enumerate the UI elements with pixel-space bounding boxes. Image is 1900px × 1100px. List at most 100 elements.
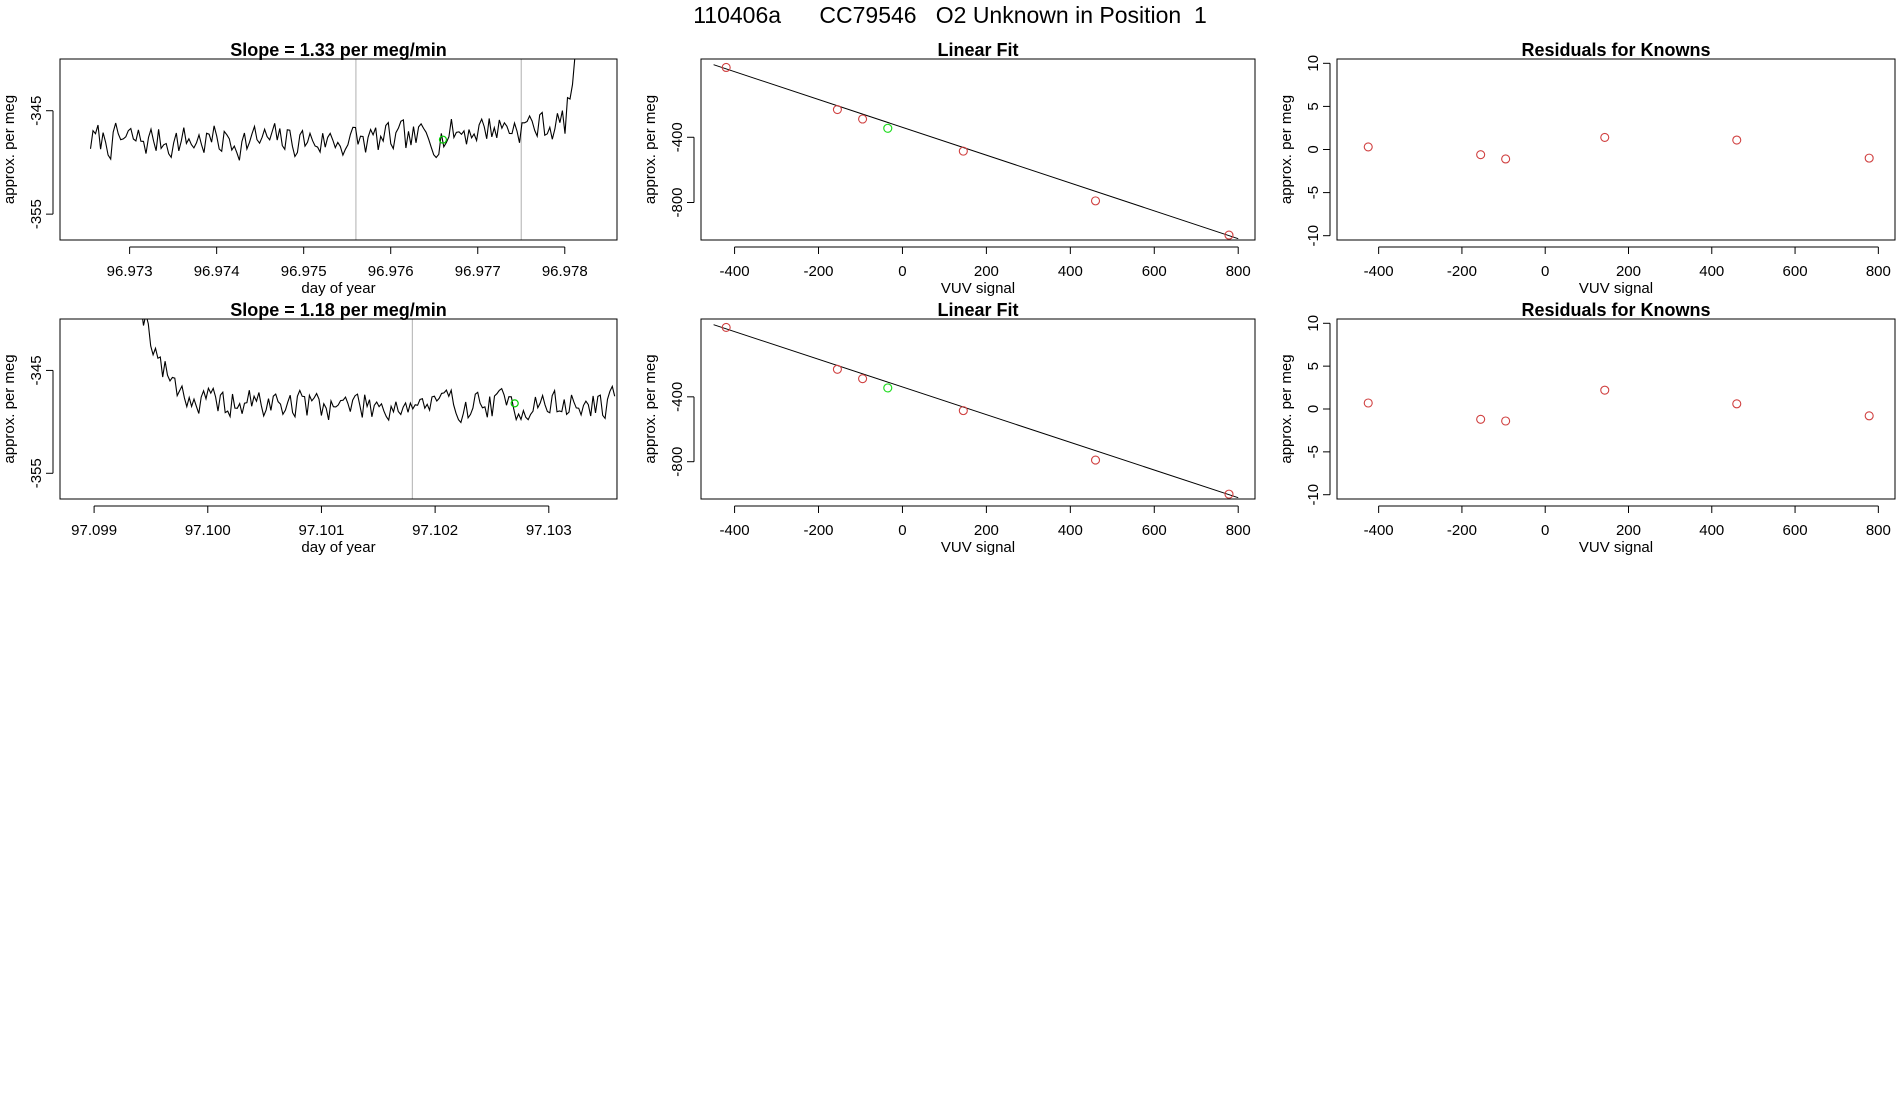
plot-frame (59, 318, 618, 500)
data-point (1476, 150, 1486, 160)
y-tick-label: -5 (1305, 445, 1322, 458)
x-tick-label: 800 (1866, 522, 1891, 539)
data-point (1600, 385, 1610, 395)
plot-area (713, 62, 1239, 240)
y-tick-label: -355 (28, 199, 45, 229)
x-tick-label: 0 (1541, 522, 1549, 539)
data-point (858, 374, 868, 384)
plot-frame (1336, 318, 1896, 500)
x-tick-label: 800 (1226, 263, 1251, 280)
x-tick-label: 96.974 (194, 263, 240, 280)
y-tick-label: 0 (1305, 145, 1322, 153)
data-point (1090, 196, 1101, 206)
x-tick-label: 800 (1866, 263, 1891, 280)
y-tick-label: -800 (669, 187, 686, 217)
data-point (1600, 132, 1610, 142)
y-axis-label: approx. per meg (1278, 354, 1295, 463)
x-tick-label: 97.099 (71, 522, 117, 539)
y-tick-label: -400 (669, 382, 686, 412)
x-tick-label: 0 (898, 522, 906, 539)
y-tick-label: -355 (28, 458, 45, 488)
x-tick-label: 0 (898, 263, 906, 280)
y-tick-label: -345 (28, 96, 45, 126)
x-axis: -400 -200 0 200 400 600 800 (720, 246, 1251, 280)
x-axis: 96.973 96.974 96.975 96.976 96.977 96.978 (107, 246, 588, 280)
y-tick-label: -10 (1305, 484, 1322, 506)
x-tick-label: 96.978 (542, 263, 588, 280)
unknown-marker (438, 135, 448, 144)
x-axis-label: VUV signal (941, 539, 1015, 556)
plot-frame (700, 318, 1256, 500)
x-tick-label: -200 (803, 522, 833, 539)
x-axis: -400 -200 0 200 400 600 800 (1364, 246, 1891, 280)
chart-title: Slope = 1.33 per meg/min (230, 40, 447, 60)
series-line (142, 319, 616, 424)
x-axis-label: VUV signal (1579, 280, 1653, 297)
fit-line (713, 64, 1239, 240)
y-axis: 10 5 0 -5 -10 (1305, 315, 1331, 506)
chart-ts1: Slope = 1.33 per meg/min day of year appro… (1, 40, 618, 297)
data-point (1864, 411, 1874, 421)
x-tick-label: -400 (1364, 263, 1394, 280)
data-point (1732, 399, 1742, 409)
x-tick-label: 0 (1541, 263, 1549, 280)
y-tick-label: 5 (1305, 362, 1322, 370)
x-tick-label: 600 (1142, 263, 1167, 280)
y-axis-label: approx. per meg (1, 354, 18, 463)
series-line (89, 59, 576, 161)
x-tick-label: -200 (1447, 522, 1477, 539)
y-tick-label: -345 (28, 355, 45, 385)
y-axis-label: approx. per meg (1278, 95, 1295, 204)
figure-title: 110406a CC79546 O2 Unknown in Position 1 (693, 2, 1207, 28)
y-axis-label: approx. per meg (642, 354, 659, 463)
unknown-marker (510, 399, 519, 408)
data-point (1501, 416, 1511, 426)
x-axis: -400 -200 0 200 400 600 800 (720, 505, 1251, 539)
x-tick-label: 400 (1699, 263, 1724, 280)
x-axis-label: day of year (301, 539, 375, 556)
data-point (721, 62, 731, 73)
x-tick-label: 600 (1783, 263, 1808, 280)
x-axis: -400 -200 0 200 400 600 800 (1364, 505, 1891, 539)
x-axis: 97.099 97.100 97.101 97.102 97.103 (71, 505, 572, 539)
x-tick-label: 400 (1058, 263, 1083, 280)
x-tick-label: 200 (1616, 263, 1641, 280)
data-point (832, 364, 842, 374)
plot-frame (700, 58, 1256, 241)
plot-area (1363, 385, 1874, 426)
chart-title: Residuals for Knowns (1521, 300, 1710, 320)
data-point (958, 146, 968, 156)
y-tick-label: 0 (1305, 405, 1322, 413)
plot-frame (1336, 58, 1896, 241)
x-tick-label: 97.102 (412, 522, 458, 539)
plot-area (1363, 132, 1874, 164)
x-axis-label: VUV signal (1579, 539, 1653, 556)
plot-area (142, 319, 617, 499)
data-point (1363, 142, 1373, 152)
data-point (1090, 455, 1101, 465)
x-tick-label: -400 (1364, 522, 1394, 539)
chart-ts2: Slope = 1.18 per meg/min day of year appro… (1, 300, 618, 556)
x-tick-label: -200 (803, 263, 833, 280)
x-tick-label: 97.103 (526, 522, 572, 539)
y-axis: -345 -355 (28, 355, 54, 488)
y-axis-label: approx. per meg (1, 95, 18, 204)
x-axis-label: VUV signal (941, 280, 1015, 297)
data-point (1224, 230, 1234, 240)
data-point (1476, 414, 1486, 424)
x-tick-label: 200 (974, 522, 999, 539)
chart-res1: Residuals for Knowns VUV signal approx. pe… (1278, 40, 1896, 297)
x-tick-label: 96.977 (455, 263, 501, 280)
x-tick-label: -400 (720, 263, 750, 280)
unknown-point (883, 123, 893, 133)
y-axis: -400 -800 (669, 122, 695, 218)
y-tick-label: 10 (1305, 315, 1322, 332)
data-point (1363, 398, 1373, 408)
x-tick-label: 97.101 (299, 522, 345, 539)
x-tick-label: 96.973 (107, 263, 153, 280)
x-tick-label: 200 (974, 263, 999, 280)
y-tick-label: -800 (669, 447, 686, 477)
